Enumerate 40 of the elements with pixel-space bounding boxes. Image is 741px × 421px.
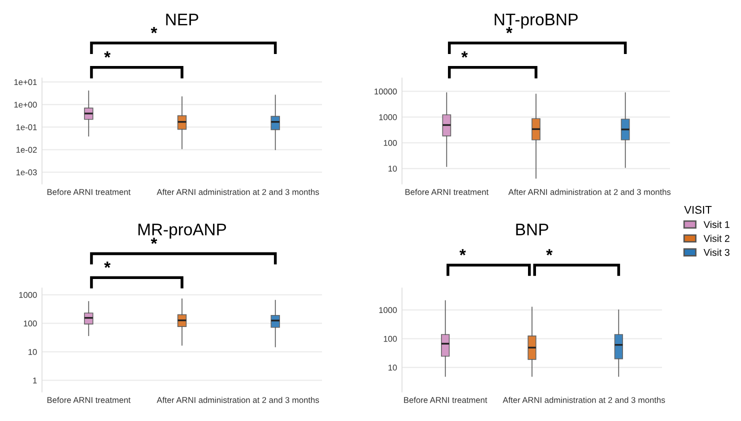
y-tick-label: 1e-01 [16,124,37,130]
y-tick-label: 100 [384,336,397,342]
y-tick-label: 1e+01 [14,79,37,86]
text: * [150,27,158,34]
y-tick-label: 10000 [374,88,397,94]
text: * [104,262,111,268]
text: * [150,238,158,244]
text: * [506,27,512,34]
text: * [104,51,111,58]
chart-title: NT-proBNP [494,14,578,29]
text: * [461,51,468,58]
legend-title: VISIT [684,206,712,214]
y-tick-label: 10 [388,166,397,172]
y-tick-label: 1000 [379,307,397,314]
x-tick-label: Before ARNI treatment [405,188,489,195]
y-tick-label: 1e-02 [16,146,37,153]
x-tick-label: Before ARNI treatment [47,188,131,195]
text: After ARNI administration at 2 and 3 months [156,396,319,403]
chart-title: MR-proANP [138,224,226,239]
y-tick-label: 1 [33,378,37,384]
text: * [459,249,466,256]
legend-label: Visit 3 [704,248,730,256]
y-tick-label: 10 [388,364,397,371]
text: After ARNI administration at 2 and 3 months [508,188,671,195]
y-tick-label: 1000 [19,292,37,298]
text: After ARNI administration at 2 and 3 months [156,188,319,195]
y-tick-label: 1000 [379,114,397,120]
y-tick-label: 10 [28,349,37,355]
y-tick-label: 100 [24,320,37,326]
y-tick-label: 1e-03 [16,169,37,176]
chart-title: BNP [516,224,548,236]
y-tick-label: 100 [384,140,397,146]
chart-title: NEP [166,14,198,26]
legend-label: Visit 2 [704,234,730,242]
text: * [546,249,553,256]
y-tick-label: 1e+00 [14,102,37,108]
text: After ARNI administration at 2 and 3 months [502,396,665,403]
x-tick-label: Before ARNI treatment [47,396,131,403]
legend-label: Visit 1 [704,220,730,228]
x-tick-label: Before ARNI treatment [404,396,488,403]
